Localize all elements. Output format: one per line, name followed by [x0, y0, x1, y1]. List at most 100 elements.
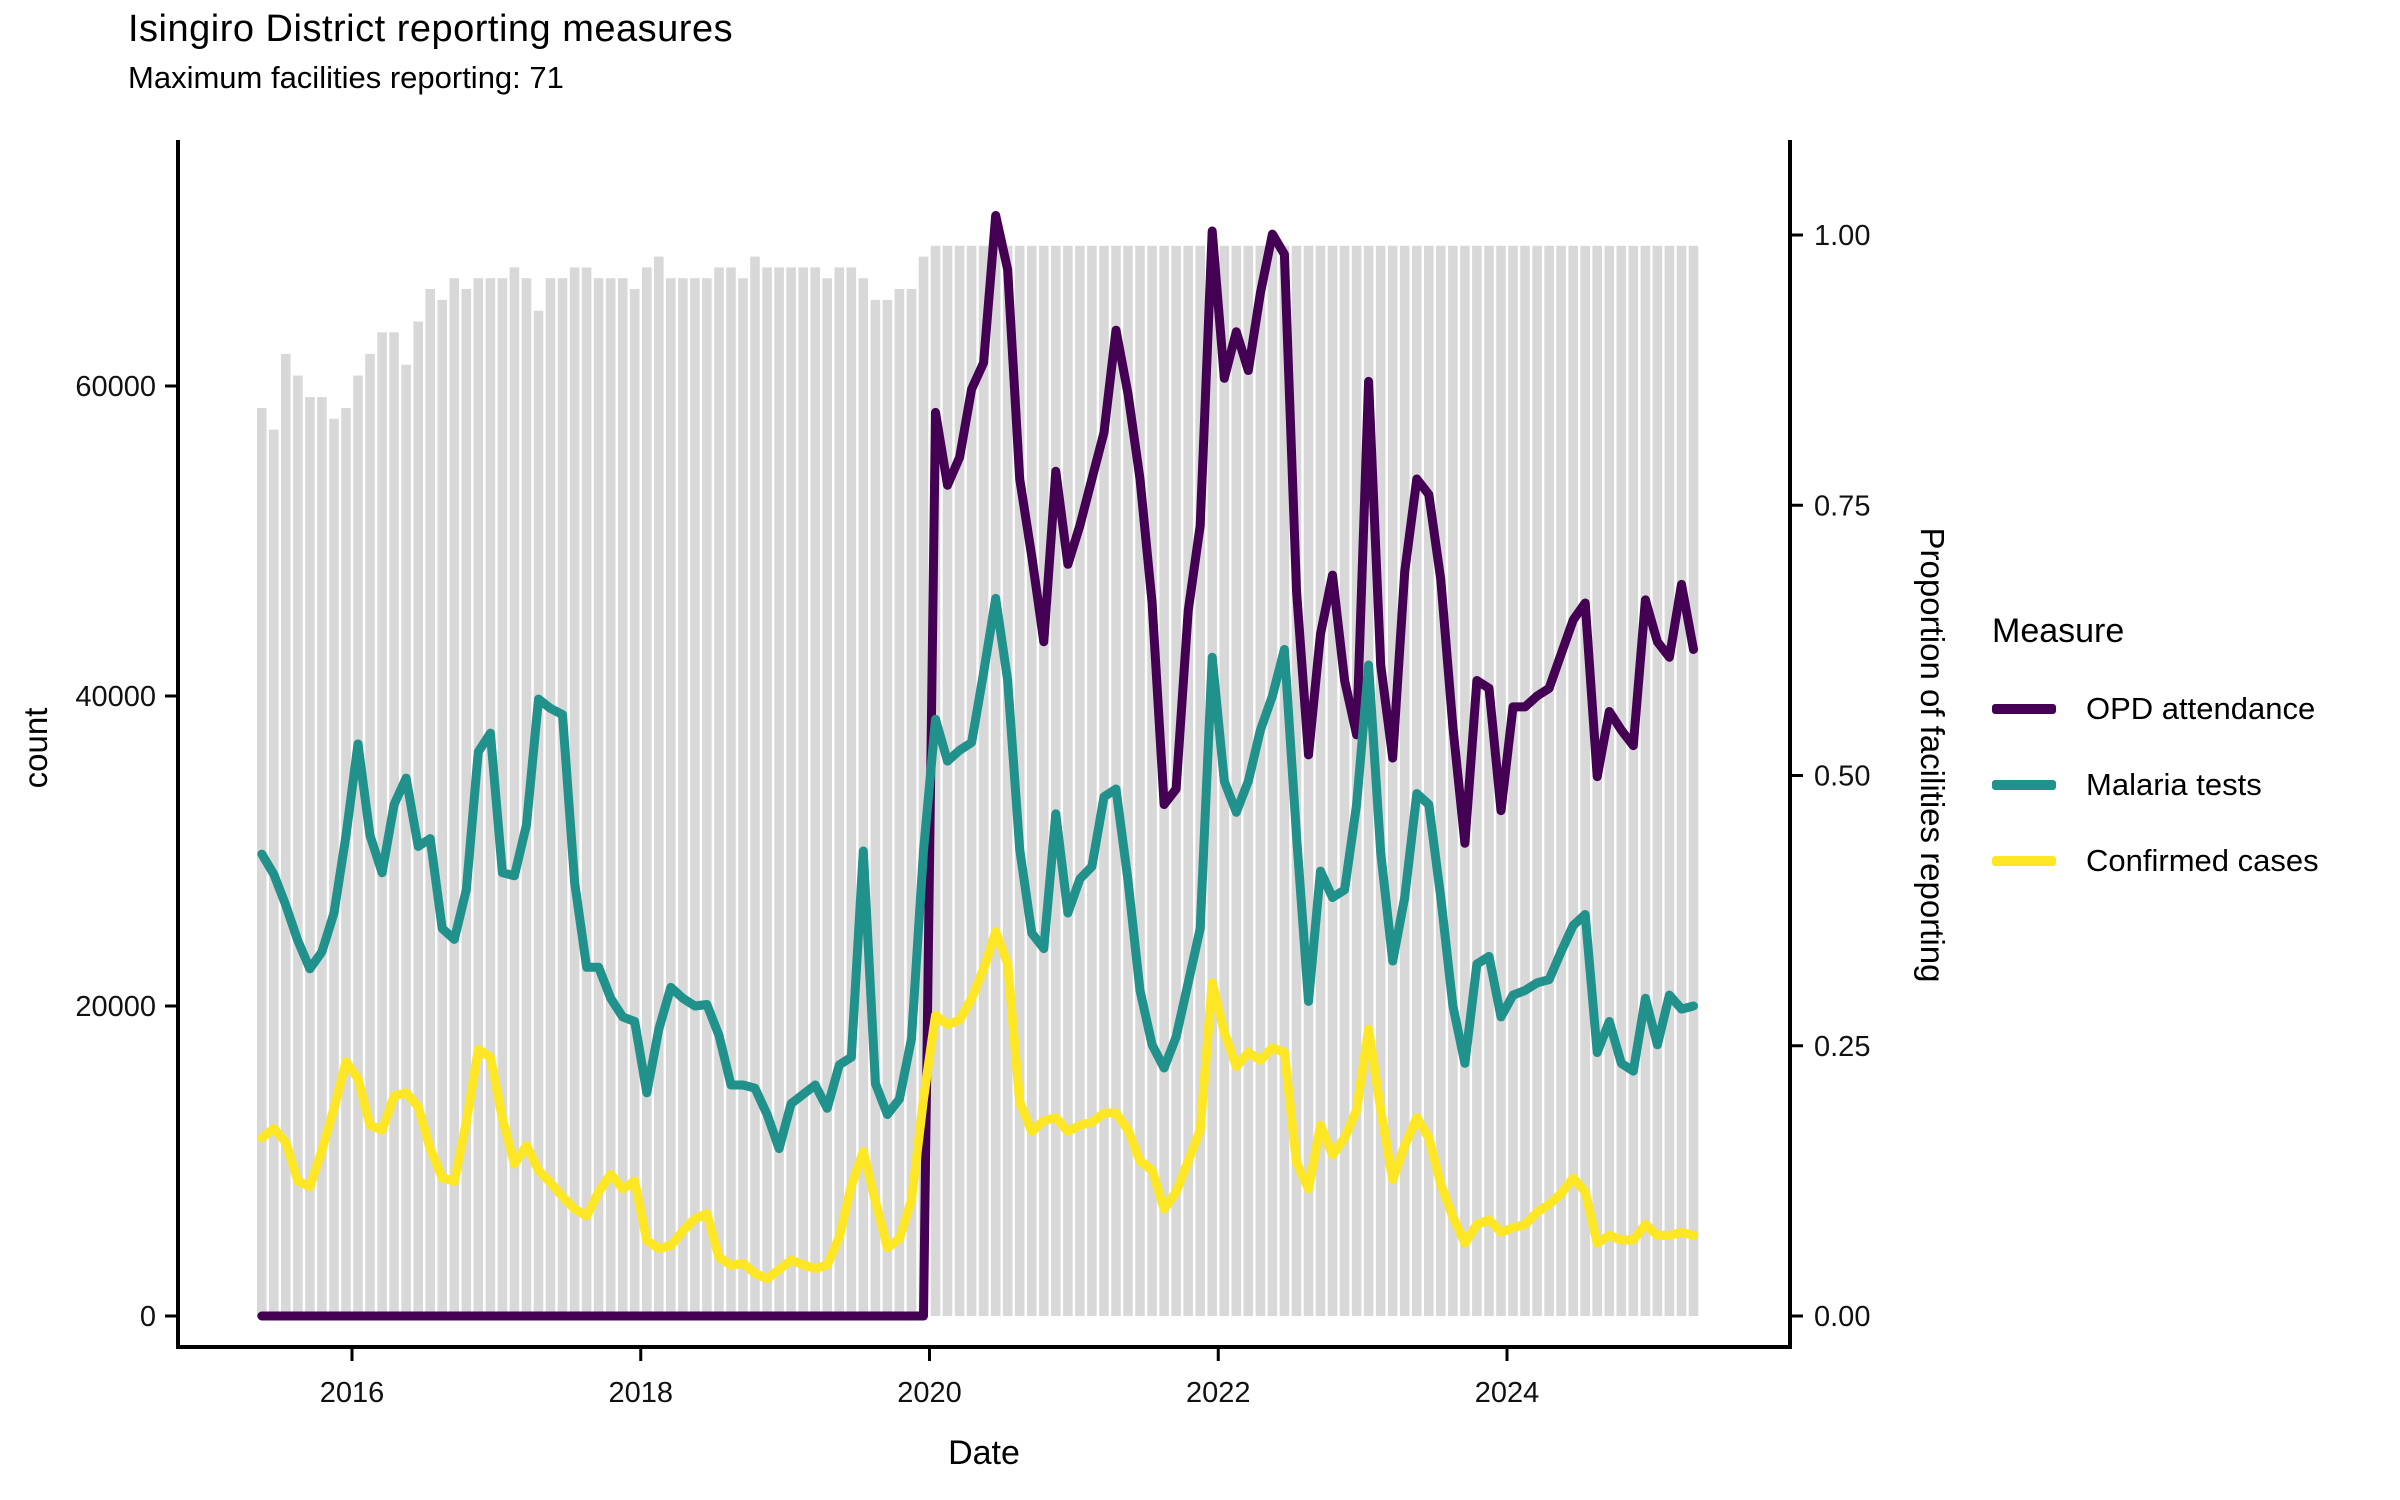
- reporting-bar: [1688, 245, 1699, 1316]
- reporting-bar: [1207, 245, 1217, 1316]
- reporting-bar: [1063, 245, 1073, 1316]
- reporting-bar: [593, 278, 604, 1317]
- reporting-bar: [1580, 245, 1590, 1316]
- reporting-bar: [774, 267, 784, 1316]
- reporting-bar: [978, 245, 989, 1316]
- reporting-bar: [678, 278, 688, 1317]
- reporting-bar: [449, 278, 460, 1317]
- legend-title: Measure: [1992, 612, 2125, 650]
- reporting-bar: [581, 267, 592, 1316]
- reporting-bar: [1664, 245, 1675, 1316]
- opd-attendance-swatch-icon: [1992, 704, 2056, 714]
- reporting-bar: [714, 267, 724, 1316]
- reporting-bar: [1267, 245, 1278, 1316]
- reporting-bar: [605, 278, 616, 1317]
- legend-item-opd-attendance: OPD attendance: [1992, 691, 2319, 727]
- reporting-bar: [1111, 245, 1121, 1316]
- series-line-opd-attendance: [257, 211, 1698, 1321]
- reporting-bar: [1472, 245, 1482, 1316]
- reporting-bar: [617, 278, 628, 1317]
- reporting-bar: [1532, 245, 1542, 1316]
- x-axis-label: Date: [948, 1434, 1020, 1472]
- reporting-bar: [918, 256, 929, 1317]
- reporting-bar: [1027, 245, 1037, 1316]
- reporting-bar: [942, 245, 953, 1316]
- y-tick-label-right: 0.00: [1814, 1301, 1870, 1333]
- reporting-bar: [1039, 245, 1049, 1316]
- reporting-bar: [1075, 245, 1085, 1316]
- reporting-bar: [834, 267, 845, 1316]
- reporting-bar: [1460, 245, 1470, 1316]
- legend-item-malaria-tests: Malaria tests: [1992, 767, 2319, 803]
- reporting-bar: [1014, 245, 1025, 1316]
- reporting-bar: [545, 278, 556, 1317]
- reporting-bar: [1604, 245, 1615, 1316]
- reporting-bar: [1556, 245, 1566, 1316]
- reporting-bar: [702, 278, 712, 1317]
- reporting-bar: [810, 267, 820, 1316]
- legend: Measure OPD attendance Malaria tests Con…: [1992, 612, 2319, 879]
- reporting-bar: [461, 289, 472, 1316]
- page-subtitle: Maximum facilities reporting: 71: [128, 60, 564, 95]
- y-tick-label-right: 0.50: [1814, 761, 1870, 793]
- reporting-bar: [1399, 245, 1410, 1316]
- reporting-bar: [1051, 245, 1061, 1316]
- reporting-bar: [906, 289, 917, 1316]
- y-tick-label-right: 0.75: [1814, 490, 1870, 522]
- reporting-bar: [1255, 245, 1266, 1316]
- y-tick-label-left: 0: [140, 1301, 156, 1333]
- reporting-bar: [1315, 245, 1326, 1316]
- reporting-bar: [738, 278, 748, 1317]
- reporting-bar: [1616, 245, 1627, 1316]
- x-tick-label: 2022: [1186, 1377, 1251, 1409]
- reporting-bar: [1231, 245, 1242, 1316]
- reporting-bar: [353, 375, 363, 1316]
- reporting-bar: [485, 278, 496, 1317]
- reporting-bar: [413, 321, 423, 1316]
- legend-item-label: Malaria tests: [2086, 767, 2262, 802]
- reporting-bar: [557, 278, 568, 1317]
- reporting-bar: [1652, 245, 1663, 1316]
- reporting-bar: [786, 267, 796, 1316]
- y-tick-label-left: 60000: [75, 371, 156, 403]
- reporting-bar: [1327, 245, 1338, 1316]
- legend-item-confirmed-cases: Confirmed cases: [1992, 843, 2319, 879]
- reporting-bar: [1087, 245, 1097, 1316]
- reporting-bar: [1183, 245, 1193, 1316]
- reporting-bar: [509, 267, 520, 1316]
- reporting-bar: [870, 299, 881, 1316]
- reporting-bar: [1484, 245, 1494, 1316]
- y-tick-label-left: 40000: [75, 681, 156, 713]
- reporting-bar: [762, 267, 772, 1316]
- reporting-bar: [930, 245, 941, 1316]
- reporting-bar: [1375, 245, 1386, 1316]
- reporting-bar: [1448, 245, 1458, 1316]
- reporting-bar: [1303, 245, 1314, 1316]
- reporting-bar: [822, 278, 832, 1317]
- reporting-bar: [281, 353, 291, 1316]
- reporting-bar: [990, 235, 1001, 1316]
- reporting-bar: [437, 299, 447, 1316]
- reporting-bar: [497, 278, 508, 1317]
- reporting-bar: [1424, 245, 1434, 1316]
- reporting-bar: [1387, 245, 1398, 1316]
- reporting-bar: [1508, 245, 1518, 1316]
- reporting-bar: [690, 278, 700, 1317]
- reporting-bar: [293, 375, 303, 1316]
- y-tick-label-right: 0.25: [1814, 1031, 1870, 1063]
- reporting-bar: [305, 397, 315, 1317]
- legend-item-label: OPD attendance: [2086, 691, 2316, 726]
- reporting-bar: [846, 267, 857, 1316]
- confirmed-cases-swatch-icon: [1992, 856, 2056, 866]
- reporting-bar: [1676, 245, 1687, 1316]
- series-line-malaria-tests: [257, 593, 1698, 1154]
- reporting-bar: [377, 332, 387, 1316]
- reporting-bar: [569, 267, 580, 1316]
- y-axis-label-right: Proportion of facilities reporting: [1914, 527, 1951, 983]
- malaria-tests-swatch-icon: [1992, 780, 2056, 790]
- x-tick-label: 2024: [1475, 1377, 1540, 1409]
- reporting-bar: [654, 256, 664, 1317]
- reporting-bar: [798, 267, 808, 1316]
- reporting-bar: [666, 278, 676, 1317]
